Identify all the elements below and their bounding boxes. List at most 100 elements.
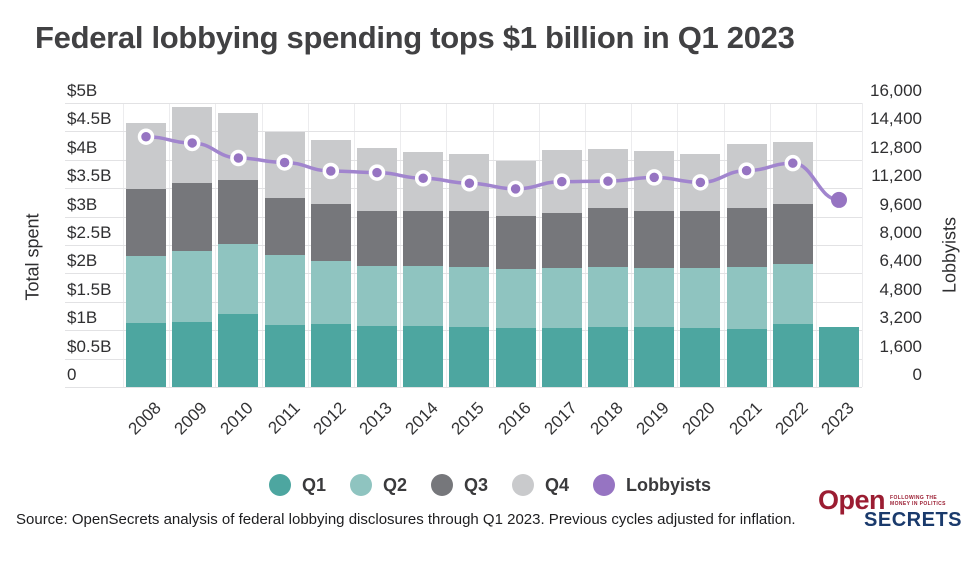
gridline-horizontal — [65, 387, 862, 388]
y-axis-tick-right: 11,200 — [871, 166, 922, 186]
chart-legend: Q1 Q2 Q3 Q4 Lobbyists — [0, 474, 980, 496]
y-axis-tick-right: 14,400 — [870, 109, 922, 129]
x-axis-tick: 2020 — [678, 398, 720, 439]
bar-segment-q3-2018 — [588, 208, 628, 267]
bar-segment-q3-2008 — [126, 189, 166, 256]
y-axis-tick-left: $4.5B — [67, 109, 112, 129]
bar-segment-q4-2017 — [541, 150, 582, 214]
x-axis-tick: 2022 — [771, 398, 812, 439]
legend-item-q2: Q2 — [349, 474, 407, 496]
bar-segment-q3-2013 — [357, 210, 397, 266]
legend-label: Q3 — [463, 474, 488, 495]
logo-tagline: FOLLOWING THE MONEY IN POLITICS — [890, 487, 946, 507]
x-axis-tick: 2016 — [494, 398, 535, 439]
legend-label: Q2 — [382, 474, 407, 495]
bar-segment-q3-2021 — [726, 208, 767, 267]
y-axis-tick-right: 12,800 — [870, 137, 922, 157]
legend-label: Lobbyists — [626, 474, 712, 495]
bar-segment-q1-2008 — [126, 322, 166, 387]
x-axis-tick: 2014 — [401, 398, 442, 439]
legend-swatch-q1 — [268, 474, 291, 496]
bar-segment-q1-2021 — [726, 329, 767, 387]
bar-segment-q2-2018 — [588, 266, 628, 328]
y-axis-tick-left: $0.5B — [67, 336, 112, 356]
y-axis-tick-right: 8,000 — [879, 223, 922, 242]
y-axis-tick-left: $4B — [67, 137, 98, 157]
x-axis-tick: 2008 — [124, 398, 165, 439]
y-axis-tick-right: 9,600 — [879, 194, 922, 214]
bar-segment-q3-2010 — [218, 180, 259, 245]
chart-title: Federal lobbying spending tops $1 billio… — [35, 20, 795, 55]
x-axis-tick: 2011 — [264, 398, 304, 438]
bar-segment-q4-2012 — [310, 139, 351, 204]
bar-segment-q2-2015 — [449, 266, 490, 327]
legend-swatch-q2 — [349, 474, 372, 496]
y-axis-tick-right: 16,000 — [870, 81, 922, 100]
x-axis-tick: 2009 — [170, 398, 211, 439]
y-axis-tick-right: 6,400 — [879, 251, 922, 271]
legend-swatch-q3 — [430, 474, 453, 496]
logo-open-text: Open — [818, 485, 886, 515]
y-axis-tick-left: $2.5B — [67, 223, 112, 242]
left-axis-title: Total spent — [22, 213, 43, 301]
x-axis-tick: 2010 — [216, 398, 258, 439]
legend-label: Q1 — [301, 474, 326, 495]
x-axis-tick: 2015 — [447, 398, 489, 439]
bar-segment-q2-2010 — [218, 244, 259, 315]
x-axis-tick: 2012 — [309, 398, 350, 439]
bar-segment-q2-2019 — [634, 267, 675, 328]
bar-segment-q3-2015 — [449, 211, 490, 267]
bar-segment-q1-2015 — [449, 326, 490, 387]
bar-segment-q4-2019 — [634, 151, 675, 211]
bar-segment-q1-2011 — [264, 324, 305, 387]
y-axis-tick-right: 1,600 — [879, 336, 922, 356]
legend-label: Q4 — [545, 474, 570, 495]
logo-tagline-line1: FOLLOWING THE — [890, 495, 938, 501]
bar-segment-q4-2016 — [495, 160, 536, 217]
bar-segment-q1-2018 — [588, 327, 628, 387]
x-axis-tick: 2017 — [540, 398, 581, 439]
bar-segment-q2-2022 — [772, 264, 813, 324]
lobbyists-marker-2023 — [831, 191, 847, 208]
bar-segment-q2-2009 — [172, 251, 213, 322]
legend-item-q4: Q4 — [512, 474, 569, 496]
bar-segment-q4-2013 — [357, 147, 397, 211]
bar-segment-q3-2016 — [495, 216, 536, 270]
bar-segment-q4-2015 — [449, 153, 490, 212]
bar-segment-q4-2022 — [772, 142, 813, 205]
bar-segment-q2-2013 — [357, 266, 397, 327]
bar-segment-q2-2012 — [310, 260, 351, 324]
legend-swatch-lobbyists — [593, 474, 616, 496]
bar-segment-q3-2014 — [403, 210, 444, 266]
y-axis-tick-left: $3B — [67, 194, 98, 214]
logo-tagline-line2: MONEY IN POLITICS — [890, 501, 946, 507]
y-axis-tick-left: $3.5B — [67, 166, 112, 186]
y-axis-tick-left: $5B — [67, 81, 98, 100]
source-note: Source: OpenSecrets analysis of federal … — [16, 511, 796, 528]
bar-segment-q3-2022 — [772, 204, 813, 265]
bar-segment-q3-2020 — [680, 211, 721, 269]
legend-item-lobbyists: Lobbyists — [593, 474, 711, 496]
legend-swatch-q4 — [512, 474, 534, 496]
x-axis-tick: 2023 — [817, 398, 858, 439]
y-axis-tick-right: 4,800 — [879, 279, 922, 299]
bar-segment-q3-2009 — [172, 183, 213, 252]
bar-segment-q2-2008 — [126, 255, 166, 323]
bar-segment-q3-2017 — [541, 213, 582, 269]
y-axis-tick-left: $1.5B — [67, 279, 112, 299]
bar-segment-q3-2019 — [634, 210, 675, 268]
bar-segment-q1-2009 — [172, 321, 213, 387]
bar-segment-q4-2009 — [172, 106, 213, 184]
bar-segment-q1-2019 — [634, 327, 675, 387]
bar-segment-q4-2011 — [264, 131, 305, 199]
bar-segment-q4-2018 — [588, 149, 628, 209]
bar-segment-q2-2016 — [495, 269, 536, 329]
y-axis-tick-left: $1B — [67, 308, 98, 328]
bar-segment-q2-2011 — [264, 255, 305, 325]
x-axis-tick: 2021 — [725, 398, 766, 439]
bar-segment-q3-2011 — [264, 198, 305, 256]
y-axis-tick-left: $2B — [67, 251, 98, 271]
bar-segment-q4-2014 — [403, 151, 444, 211]
x-axis-tick: 2019 — [632, 398, 673, 439]
